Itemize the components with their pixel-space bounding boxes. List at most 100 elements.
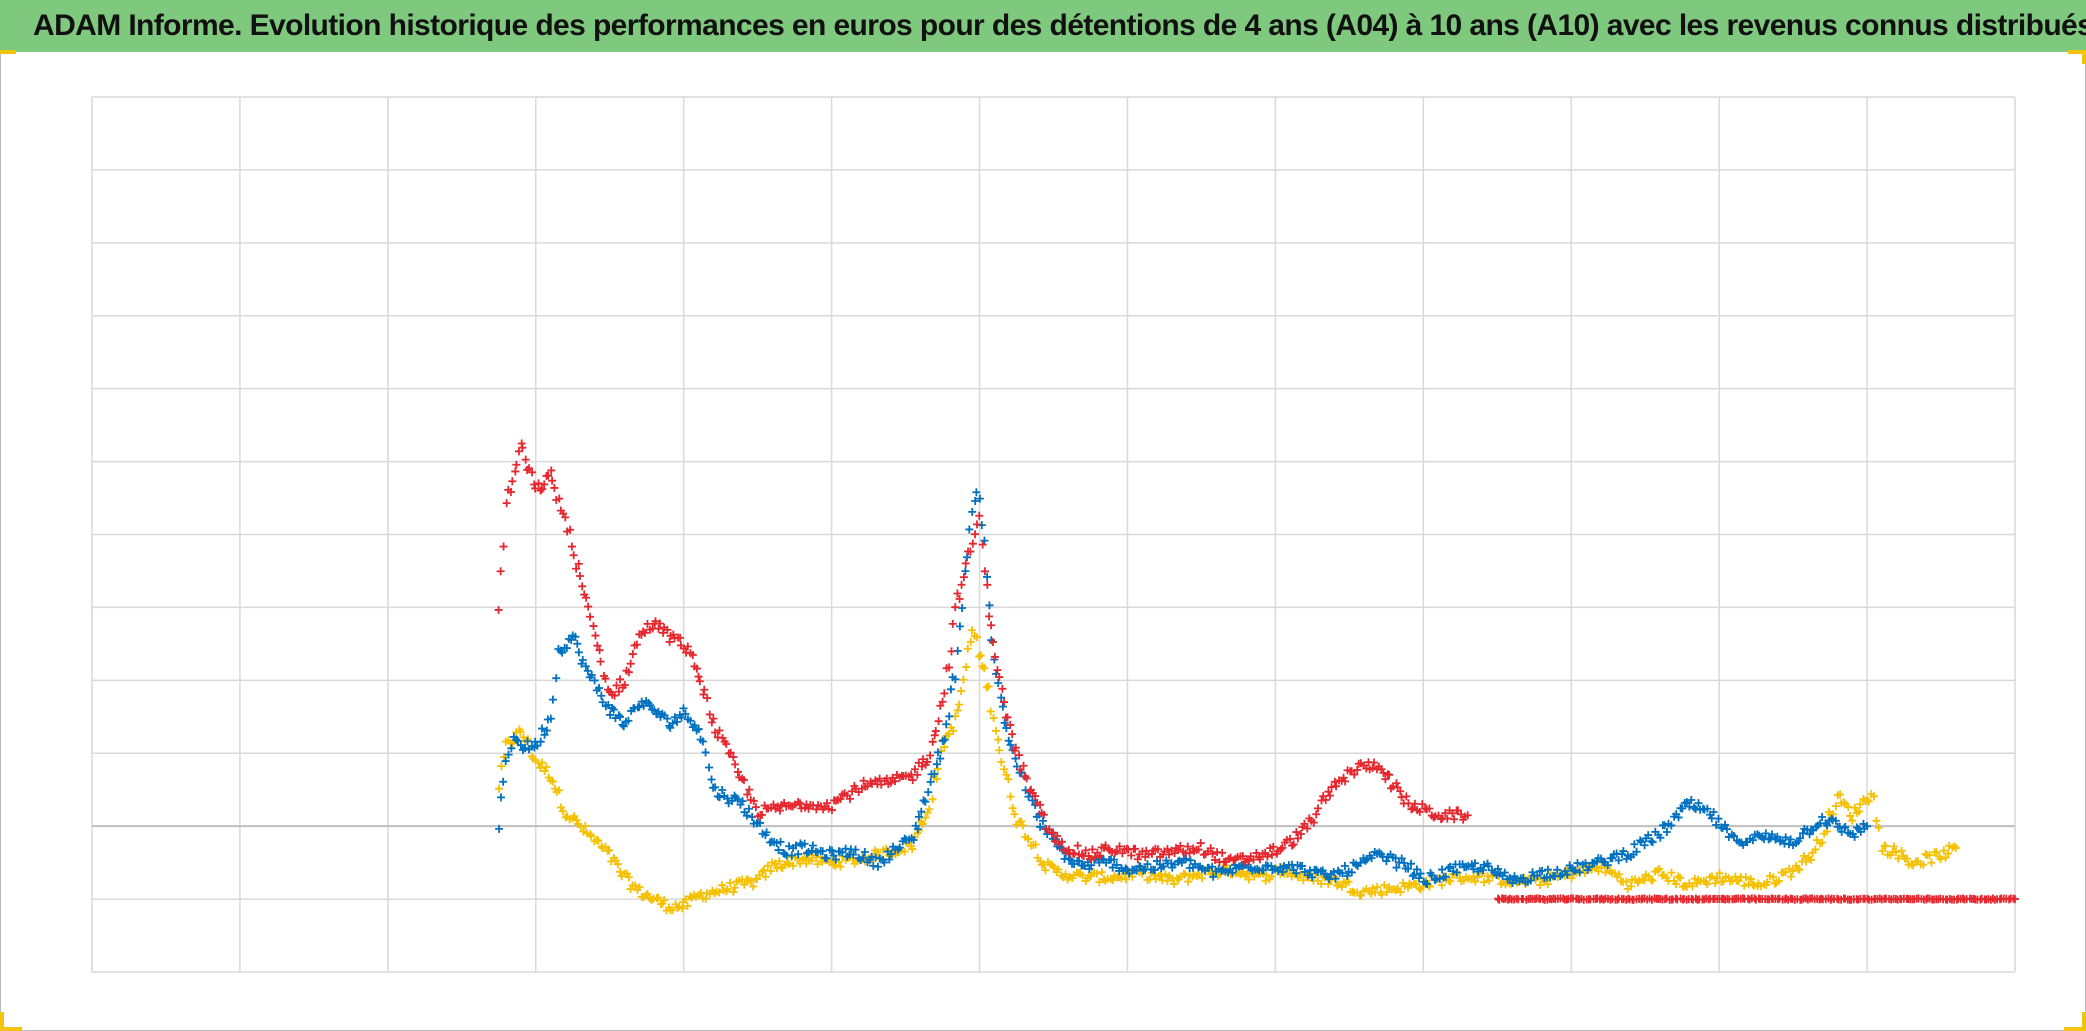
data-point <box>1748 880 1757 889</box>
data-point <box>536 486 545 495</box>
data-point <box>761 872 770 881</box>
data-point <box>966 547 975 556</box>
data-point <box>666 723 675 732</box>
data-point <box>1667 821 1676 830</box>
data-point <box>1170 879 1179 888</box>
data-point <box>955 594 964 603</box>
data-point <box>1096 851 1105 860</box>
data-point <box>1627 882 1636 891</box>
data-point <box>1036 800 1045 809</box>
data-point <box>1408 872 1417 881</box>
data-point <box>624 668 633 677</box>
data-point <box>978 540 987 549</box>
data-point <box>829 851 838 860</box>
data-point <box>700 685 709 694</box>
data-point <box>614 687 623 696</box>
data-point <box>749 882 758 891</box>
data-point <box>1006 720 1015 729</box>
data-point <box>1377 890 1386 899</box>
data-point <box>521 744 530 753</box>
data-point <box>1644 831 1653 840</box>
data-point <box>827 846 836 855</box>
resize-handle-bottom-right[interactable] <box>2064 1027 2086 1031</box>
data-point <box>584 602 593 611</box>
data-point <box>1729 832 1738 841</box>
data-point <box>707 775 716 784</box>
data-point <box>1118 849 1127 858</box>
data-point <box>1640 876 1649 885</box>
data-point <box>1575 868 1584 877</box>
resize-handle-bottom-left-side[interactable] <box>0 1012 4 1031</box>
data-point <box>1505 874 1514 883</box>
data-point <box>1674 813 1683 822</box>
data-point <box>1127 851 1136 860</box>
data-point <box>783 858 792 867</box>
resize-handle-bottom-left[interactable] <box>0 1027 22 1031</box>
data-point <box>523 737 532 746</box>
data-point <box>1480 878 1489 887</box>
data-point <box>873 848 882 857</box>
data-point <box>1709 807 1718 816</box>
data-point <box>1648 838 1657 847</box>
data-point <box>1919 860 1928 869</box>
data-point <box>576 822 585 831</box>
resize-handle-top-left[interactable] <box>0 50 16 54</box>
data-point <box>1823 821 1832 830</box>
data-point <box>729 753 738 762</box>
resize-handle-top-right-side[interactable] <box>2082 50 2086 64</box>
data-point <box>635 702 644 711</box>
data-point <box>951 603 960 612</box>
data-point <box>1878 847 1887 856</box>
data-point <box>895 843 904 852</box>
data-point <box>1437 881 1446 890</box>
data-point <box>951 675 960 684</box>
data-point <box>873 862 882 871</box>
data-point <box>1863 894 1872 903</box>
data-point <box>871 853 880 862</box>
data-point <box>822 854 831 863</box>
data-point <box>745 785 754 794</box>
resize-handle-top-left[interactable] <box>0 50 4 54</box>
data-point <box>1787 872 1796 881</box>
data-point <box>1746 874 1755 883</box>
data-point <box>562 644 571 653</box>
data-point <box>1122 875 1131 884</box>
resize-handle-top-right[interactable] <box>2068 50 2086 54</box>
data-point <box>1443 814 1452 823</box>
data-point <box>859 853 868 862</box>
data-point <box>540 480 549 489</box>
data-point <box>1004 736 1013 745</box>
data-point <box>650 706 659 715</box>
data-point <box>1368 884 1377 893</box>
data-point <box>1796 834 1805 843</box>
data-point <box>949 726 958 735</box>
data-point <box>1408 804 1417 813</box>
data-point <box>972 520 981 529</box>
data-point <box>967 626 976 635</box>
data-point <box>548 695 557 704</box>
data-point <box>575 572 584 581</box>
data-point <box>1863 796 1872 805</box>
data-point <box>1004 775 1013 784</box>
data-point <box>785 842 794 851</box>
data-point <box>1367 854 1376 863</box>
data-point <box>572 816 581 825</box>
data-point <box>1003 713 1012 722</box>
data-point <box>1292 828 1301 837</box>
data-point <box>651 617 660 626</box>
data-point <box>591 631 600 640</box>
data-point <box>1000 765 1009 774</box>
data-point <box>592 835 601 844</box>
data-point <box>1850 832 1859 841</box>
data-point <box>1438 865 1447 874</box>
data-point <box>1252 848 1261 857</box>
data-point <box>975 652 984 661</box>
data-point <box>808 841 817 850</box>
data-point <box>619 722 628 731</box>
data-point <box>940 735 949 744</box>
data-point <box>957 580 966 589</box>
resize-handle-bottom-right-side[interactable] <box>2082 1012 2086 1031</box>
data-point <box>921 813 930 822</box>
data-point <box>717 881 726 890</box>
data-point <box>1278 843 1287 852</box>
